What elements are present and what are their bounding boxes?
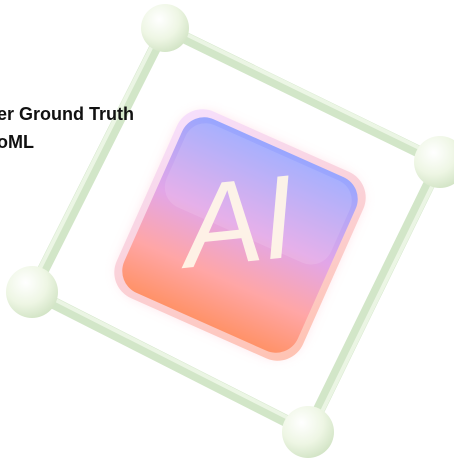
headline: er Ground Truth oML [0,100,134,156]
frame-bar-right [302,156,446,438]
headline-line-2: oML [0,132,34,152]
headline-line-1: er Ground Truth [0,104,134,124]
ai-chip-icon [114,109,366,361]
frame-node-left [6,266,58,318]
frame-nodes [6,4,454,458]
frame-bar-top [159,22,446,168]
frame-node-bottom [282,406,334,458]
frame-node-top [141,4,189,52]
frame-node-right [414,136,454,188]
frame-bars [26,22,446,438]
frame-bar-left [26,22,171,298]
frame-bar-bottom [26,286,314,438]
ai-badge-text: AI [170,151,301,295]
